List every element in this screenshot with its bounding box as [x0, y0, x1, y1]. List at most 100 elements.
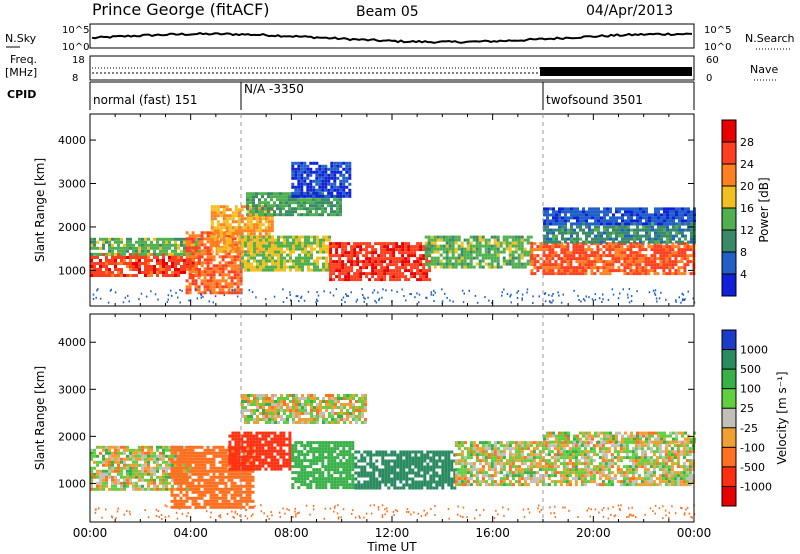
heatmap-cell [350, 275, 354, 279]
heatmap-cell [159, 265, 162, 268]
heatmap-cell [457, 256, 461, 260]
heatmap-cell [615, 234, 618, 238]
heatmap-cell [108, 463, 111, 467]
heatmap-cell [487, 247, 491, 251]
heatmap-cell [135, 469, 138, 473]
heatmap-cell [579, 222, 582, 226]
heatmap-cell [614, 257, 618, 261]
heatmap-cell [520, 253, 524, 257]
heatmap-cell [662, 248, 666, 252]
heatmap-cell [126, 274, 129, 277]
heatmap-cell [280, 415, 283, 418]
heatmap-cell [212, 273, 216, 277]
heatmap-cell [126, 448, 129, 452]
heatmap-cell [557, 245, 561, 249]
heatmap-cell [162, 448, 165, 452]
heatmap-cell [543, 225, 546, 229]
heatmap-cell [585, 237, 588, 241]
heatmap-cell [253, 235, 256, 239]
heatmap-cell [185, 279, 189, 283]
heatmap-cell [252, 210, 255, 214]
heatmap-cell [315, 198, 318, 202]
heatmap-cell [251, 505, 255, 509]
heatmap-cell [246, 449, 250, 453]
heatmap-cell [191, 502, 195, 506]
heatmap-cell [557, 291, 559, 294]
heatmap-cell [93, 271, 96, 274]
heatmap-cell [342, 161, 346, 165]
heatmap-cell [250, 241, 253, 245]
heatmap-cell [642, 240, 645, 244]
heatmap-cell [551, 263, 555, 267]
heatmap-cell [225, 232, 229, 236]
heatmap-cell [216, 229, 220, 233]
heatmap-cell [256, 421, 259, 424]
heatmap-cell [588, 222, 591, 226]
heatmap-cell [493, 235, 497, 239]
heatmap-cell [171, 262, 174, 265]
heatmap-cell [219, 229, 223, 233]
heatmap-cell [560, 242, 564, 246]
heatmap-cell [573, 240, 576, 244]
heatmap-cell [153, 246, 156, 250]
heatmap-cell [554, 266, 558, 270]
heatmap-cell [594, 210, 597, 214]
heatmap-cell [99, 487, 102, 491]
heatmap-cell [179, 445, 183, 449]
heatmap-cell [681, 234, 684, 238]
heatmap-cell [261, 449, 265, 453]
heatmap-cell [505, 244, 509, 248]
heatmap-cell [389, 278, 393, 282]
heatmap-cell [475, 253, 479, 257]
heatmap-cell [126, 484, 129, 488]
heatmap-cell [200, 255, 204, 259]
heatmap-cell [350, 263, 354, 267]
heatmap-cell [409, 293, 411, 295]
heatmap-cell [596, 254, 600, 258]
heatmap-cell [569, 269, 573, 273]
heatmap-cell [99, 262, 102, 265]
heatmap-cell [582, 228, 585, 232]
heatmap-cell [336, 204, 339, 208]
heatmap-cell [663, 222, 666, 226]
heatmap-cell [209, 487, 213, 491]
heatmap-cell [585, 213, 588, 217]
heatmap-cell [514, 238, 518, 242]
heatmap-cell [315, 194, 319, 198]
heatmap-cell [150, 478, 153, 482]
heatmap-cell [566, 254, 570, 258]
heatmap-cell [325, 262, 328, 266]
heatmap-cell [551, 257, 555, 261]
heatmap-cell [218, 240, 222, 244]
heatmap-cell [203, 505, 207, 509]
heatmap-cell [239, 279, 243, 283]
heatmap-cell [543, 240, 546, 244]
heatmap-cell [600, 219, 603, 223]
heatmap-cell [689, 260, 693, 264]
heatmap-cell [165, 460, 168, 464]
heatmap-cell [242, 505, 246, 509]
heatmap-cell [629, 254, 633, 258]
heatmap-cell [138, 475, 141, 479]
heatmap-cell [636, 213, 639, 217]
heatmap-cell [280, 268, 283, 272]
heatmap-cell [596, 245, 600, 249]
heatmap-cell [176, 463, 180, 467]
heatmap-cell [329, 242, 333, 246]
heatmap-cell [424, 235, 428, 239]
heatmap-cell [168, 237, 171, 241]
heatmap-cell [546, 219, 549, 223]
heatmap-cell [389, 272, 393, 276]
heatmap-cell [242, 451, 246, 455]
heatmap-cell [392, 260, 396, 264]
heatmap-cell [219, 214, 223, 218]
heatmap-cell [472, 235, 476, 239]
heatmap-cell [259, 412, 262, 415]
heatmap-cell [416, 269, 420, 273]
heatmap-cell [249, 214, 253, 218]
heatmap-cell [466, 241, 470, 245]
heatmap-cell [353, 254, 357, 258]
heatmap-cell [629, 245, 633, 249]
heatmap-cell [638, 254, 642, 258]
heatmap-cell [365, 257, 369, 261]
